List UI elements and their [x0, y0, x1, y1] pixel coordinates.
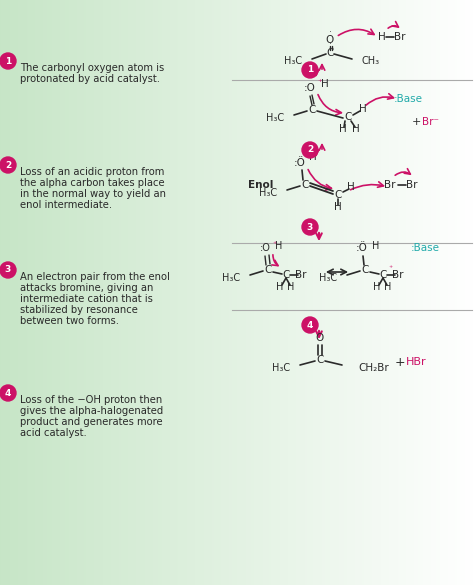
Text: 2: 2: [307, 146, 313, 154]
Text: C: C: [308, 105, 316, 115]
Text: The carbonyl oxygen atom is: The carbonyl oxygen atom is: [20, 63, 164, 73]
Text: H: H: [334, 202, 342, 212]
Text: +: +: [411, 117, 421, 127]
Text: H: H: [359, 104, 367, 114]
Text: attacks bromine, giving an: attacks bromine, giving an: [20, 283, 154, 293]
Text: :: :: [328, 29, 331, 39]
Text: Br: Br: [392, 270, 404, 280]
Text: H: H: [309, 152, 317, 162]
Text: H: H: [275, 241, 283, 251]
Circle shape: [0, 157, 16, 173]
Text: 2: 2: [5, 160, 11, 170]
Text: 4: 4: [307, 321, 313, 329]
Text: ⁺: ⁺: [318, 77, 322, 87]
Text: H₃C: H₃C: [284, 56, 302, 66]
Text: H: H: [372, 241, 380, 251]
Text: ⁺: ⁺: [273, 239, 277, 249]
Text: gives the alpha-halogenated: gives the alpha-halogenated: [20, 406, 163, 416]
Text: :Ö: :Ö: [356, 243, 368, 253]
Text: ⁺: ⁺: [389, 263, 393, 273]
Text: :Base: :Base: [393, 94, 422, 104]
Text: :: :: [328, 40, 331, 50]
Text: H₃C: H₃C: [222, 273, 240, 283]
Text: Br: Br: [295, 270, 307, 280]
Text: O: O: [326, 35, 334, 45]
Text: H: H: [339, 124, 347, 134]
Text: Loss of an acidic proton from: Loss of an acidic proton from: [20, 167, 164, 177]
Text: between two forms.: between two forms.: [20, 316, 119, 326]
Text: acid catalyst.: acid catalyst.: [20, 428, 87, 438]
Text: enol intermediate.: enol intermediate.: [20, 200, 112, 210]
Text: H₃C: H₃C: [266, 113, 284, 123]
Text: stabilized by resonance: stabilized by resonance: [20, 305, 138, 315]
Text: H₃C: H₃C: [259, 188, 277, 198]
Text: :Base: :Base: [410, 243, 439, 253]
Text: H: H: [378, 32, 386, 42]
Text: :Ö: :Ö: [294, 158, 306, 168]
Circle shape: [0, 262, 16, 278]
Text: C: C: [334, 190, 342, 200]
Text: C: C: [264, 265, 272, 275]
Text: Br⁻: Br⁻: [422, 117, 439, 127]
Text: H: H: [276, 282, 283, 292]
Text: product and generates more: product and generates more: [20, 417, 163, 427]
Text: in the normal way to yield an: in the normal way to yield an: [20, 189, 166, 199]
Text: C: C: [361, 265, 369, 275]
Text: :O: :O: [260, 243, 271, 253]
Text: H: H: [374, 282, 381, 292]
Text: protonated by acid catalyst.: protonated by acid catalyst.: [20, 74, 160, 84]
Text: Br: Br: [394, 32, 406, 42]
Text: 3: 3: [307, 222, 313, 232]
Circle shape: [302, 317, 318, 333]
Text: 1: 1: [5, 57, 11, 66]
Text: H₃C: H₃C: [319, 273, 337, 283]
Text: Loss of the −OH proton then: Loss of the −OH proton then: [20, 395, 162, 405]
Text: C: C: [301, 180, 309, 190]
Text: C: C: [283, 270, 290, 280]
Text: H: H: [384, 282, 392, 292]
Text: H: H: [352, 124, 360, 134]
Text: Br: Br: [406, 180, 418, 190]
Text: An electron pair from the enol: An electron pair from the enol: [20, 272, 170, 282]
Text: C: C: [344, 112, 352, 122]
Text: CH₃: CH₃: [362, 56, 380, 66]
Text: intermediate cation that is: intermediate cation that is: [20, 294, 153, 304]
Text: the alpha carbon takes place: the alpha carbon takes place: [20, 178, 164, 188]
Text: O: O: [316, 333, 324, 343]
Text: Br: Br: [384, 180, 396, 190]
Text: H₃C: H₃C: [272, 363, 290, 373]
Text: CH₂Br: CH₂Br: [358, 363, 389, 373]
Text: H: H: [321, 79, 329, 89]
Text: H: H: [347, 182, 355, 192]
Text: C: C: [379, 270, 387, 280]
Text: H: H: [287, 282, 295, 292]
Text: Enol: Enol: [248, 180, 273, 190]
Text: HBr: HBr: [406, 357, 426, 367]
Circle shape: [302, 142, 318, 158]
Circle shape: [0, 385, 16, 401]
Text: 1: 1: [307, 66, 313, 74]
Circle shape: [302, 62, 318, 78]
Circle shape: [302, 219, 318, 235]
Text: C: C: [316, 355, 324, 365]
Text: +: +: [395, 356, 405, 369]
Text: C: C: [326, 48, 334, 58]
Text: 4: 4: [5, 388, 11, 397]
Text: :O: :O: [304, 83, 316, 93]
Circle shape: [0, 53, 16, 69]
Text: 3: 3: [5, 266, 11, 274]
